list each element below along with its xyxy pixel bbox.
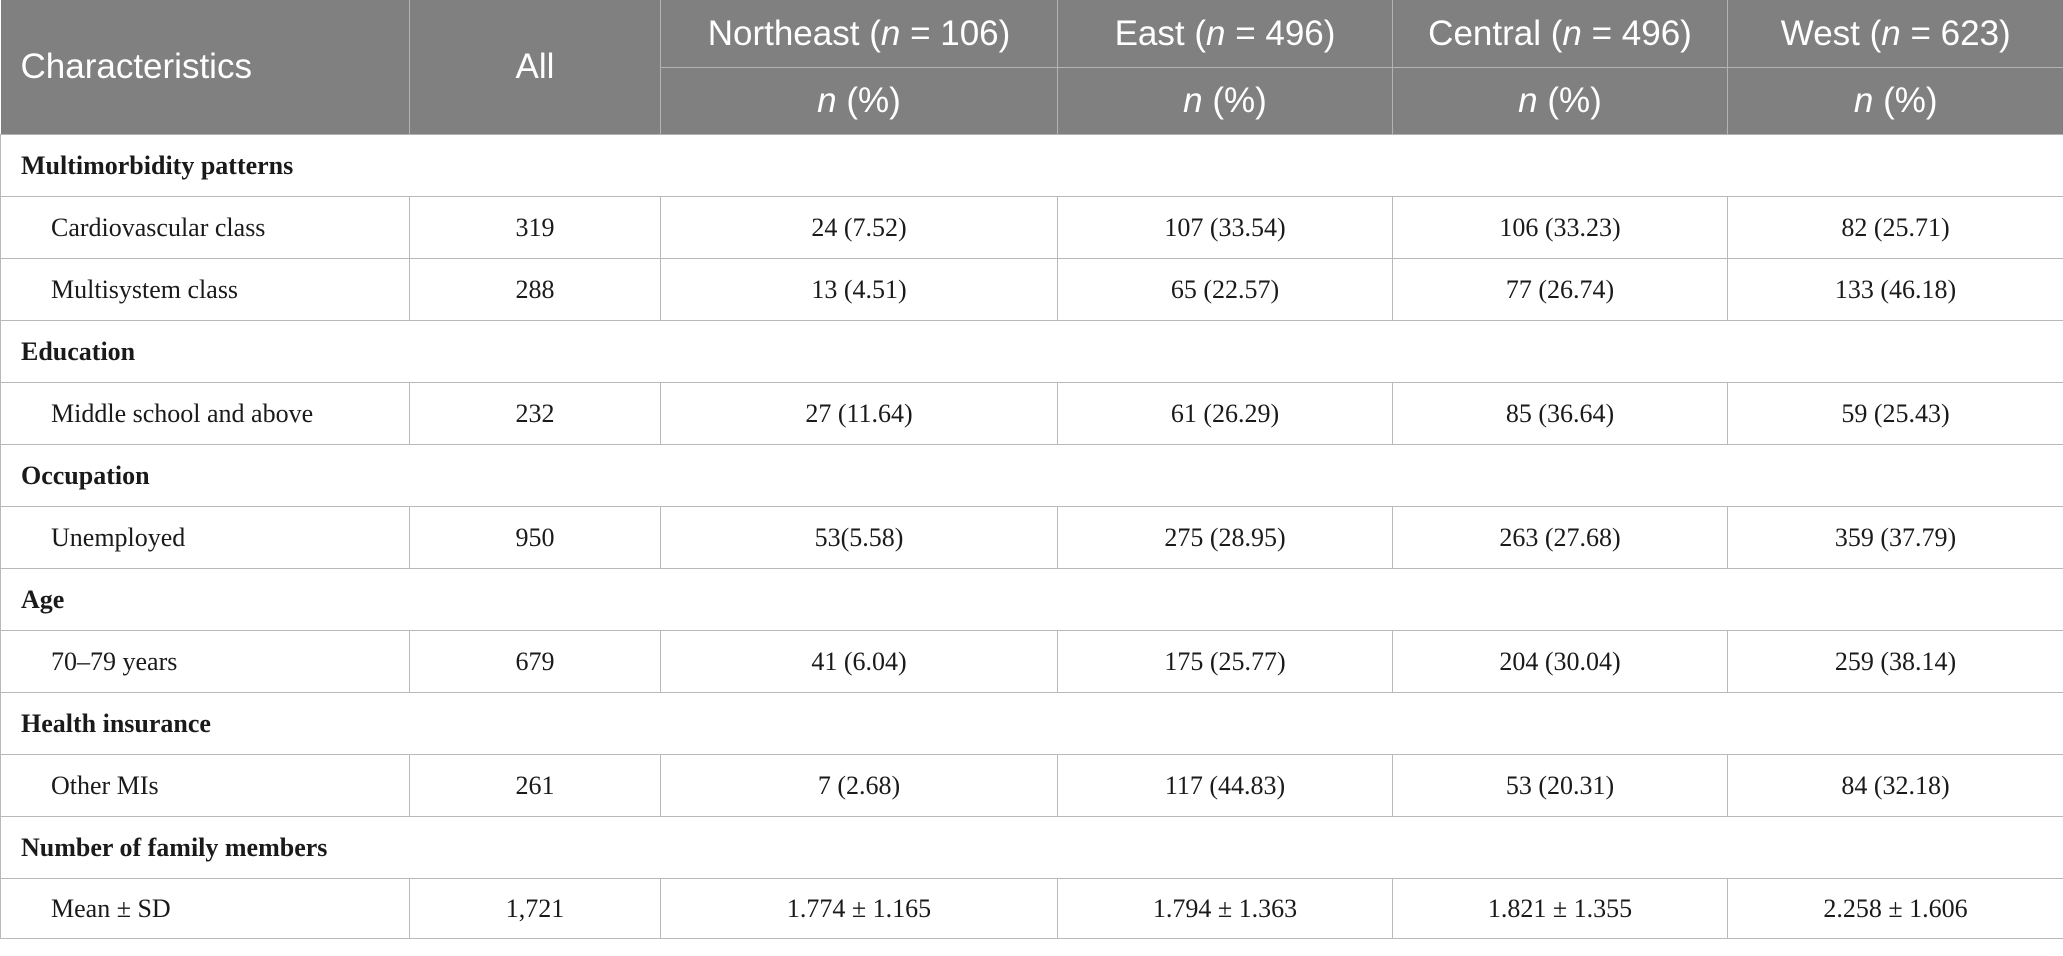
cell-all: 319 (409, 196, 661, 259)
cell-all: 679 (409, 630, 661, 693)
cell-east: 1.794 ± 1.363 (1057, 878, 1393, 939)
cell-west: 2.258 ± 1.606 (1727, 878, 2063, 939)
cell-all: 288 (409, 258, 661, 321)
cell-east: 65 (22.57) (1057, 258, 1393, 321)
subheader-northeast: n (%) (660, 67, 1058, 135)
cell-west: 82 (25.71) (1727, 196, 2063, 259)
cell-west: 259 (38.14) (1727, 630, 2063, 693)
cell-central: 263 (27.68) (1392, 506, 1728, 569)
section-title: Health insurance (0, 692, 2063, 755)
section-row: Multimorbidity patterns (0, 134, 2063, 197)
table-row: Unemployed 950 53(5.58) 275 (28.95) 263 … (0, 506, 2063, 569)
cell-northeast: 53(5.58) (660, 506, 1058, 569)
cell-east: 275 (28.95) (1057, 506, 1393, 569)
section-row: Education (0, 320, 2063, 383)
header-central: Central (n = 496) (1392, 0, 1728, 68)
section-title: Number of family members (0, 816, 2063, 879)
section-row: Occupation (0, 444, 2063, 507)
section-row: Age (0, 568, 2063, 631)
pct-symbol: (%) (846, 81, 901, 120)
n-symbol: n (817, 81, 837, 120)
row-label: Multisystem class (0, 258, 410, 321)
table-row: 70–79 years 679 41 (6.04) 175 (25.77) 20… (0, 630, 2063, 693)
cell-central: 106 (33.23) (1392, 196, 1728, 259)
header-all: All (409, 0, 661, 135)
subheader-central: n (%) (1392, 67, 1728, 135)
region-name: East (1114, 13, 1185, 53)
cell-east: 61 (26.29) (1057, 382, 1393, 445)
cell-central: 53 (20.31) (1392, 754, 1728, 817)
cell-west: 359 (37.79) (1727, 506, 2063, 569)
cell-central: 204 (30.04) (1392, 630, 1728, 693)
region-n: = 496) (1235, 13, 1336, 53)
n-symbol: n (1206, 13, 1226, 53)
cell-west: 84 (32.18) (1727, 754, 2063, 817)
header-subrow: n (%) n (%) n (%) n (%) (1, 67, 2063, 135)
cell-northeast: 1.774 ± 1.165 (660, 878, 1058, 939)
row-label: Mean ± SD (0, 878, 410, 939)
region-name: Northeast (707, 13, 860, 53)
cell-northeast: 24 (7.52) (660, 196, 1058, 259)
table-row: Cardiovascular class 319 24 (7.52) 107 (… (0, 196, 2063, 259)
header-northeast: Northeast (n = 106) (660, 0, 1058, 68)
table-header: Characteristics All Northeast (n = 106) … (0, 0, 2063, 135)
cell-central: 77 (26.74) (1392, 258, 1728, 321)
subheader-west: n (%) (1727, 67, 2063, 135)
n-symbol: n (880, 13, 901, 53)
header-characteristics: Characteristics (0, 0, 410, 135)
row-label: Unemployed (0, 506, 410, 569)
section-title: Multimorbidity patterns (0, 134, 2063, 197)
row-label: Other MIs (0, 754, 410, 817)
pct-symbol: (%) (1212, 81, 1267, 120)
subheader-east: n (%) (1057, 67, 1393, 135)
cell-west: 133 (46.18) (1727, 258, 2063, 321)
row-label: 70–79 years (0, 630, 410, 693)
table-row: Mean ± SD 1,721 1.774 ± 1.165 1.794 ± 1.… (0, 878, 2063, 939)
table-row: Multisystem class 288 13 (4.51) 65 (22.5… (0, 258, 2063, 321)
region-name: West (1780, 13, 1860, 53)
cell-northeast: 13 (4.51) (660, 258, 1058, 321)
cell-all: 950 (409, 506, 661, 569)
cell-east: 117 (44.83) (1057, 754, 1393, 817)
section-row: Number of family members (0, 816, 2063, 879)
cell-northeast: 7 (2.68) (660, 754, 1058, 817)
region-n: = 623) (1910, 13, 2011, 53)
cell-all: 1,721 (409, 878, 661, 939)
section-title: Age (0, 568, 2063, 631)
header-east: East (n = 496) (1057, 0, 1393, 68)
row-label: Cardiovascular class (0, 196, 410, 259)
header-row: Characteristics All Northeast (n = 106) … (0, 0, 2063, 135)
cell-east: 175 (25.77) (1057, 630, 1393, 693)
region-n: = 106) (910, 13, 1011, 53)
cell-east: 107 (33.54) (1057, 196, 1393, 259)
n-symbol: n (1562, 13, 1582, 53)
region-n: = 496) (1591, 13, 1692, 53)
table-body: Multimorbidity patterns Cardiovascular c… (0, 134, 2063, 939)
cell-central: 1.821 ± 1.355 (1392, 878, 1728, 939)
cell-all: 261 (409, 754, 661, 817)
cell-west: 59 (25.43) (1727, 382, 2063, 445)
cell-northeast: 41 (6.04) (660, 630, 1058, 693)
n-symbol: n (1518, 81, 1538, 120)
n-symbol: n (1881, 13, 1901, 53)
section-title: Occupation (0, 444, 2063, 507)
cell-all: 232 (409, 382, 661, 445)
section-title: Education (0, 320, 2063, 383)
pct-symbol: (%) (1547, 81, 1602, 120)
table-row: Other MIs 261 7 (2.68) 117 (44.83) 53 (2… (0, 754, 2063, 817)
header-west: West (n = 623) (1727, 0, 2063, 68)
n-symbol: n (1183, 81, 1203, 120)
pct-symbol: (%) (1883, 81, 1938, 120)
region-name: Central (1428, 13, 1541, 53)
cell-northeast: 27 (11.64) (660, 382, 1058, 445)
n-symbol: n (1853, 81, 1874, 120)
cell-central: 85 (36.64) (1392, 382, 1728, 445)
table-row: Middle school and above 232 27 (11.64) 6… (0, 382, 2063, 445)
row-label: Middle school and above (0, 382, 410, 445)
section-row: Health insurance (0, 692, 2063, 755)
